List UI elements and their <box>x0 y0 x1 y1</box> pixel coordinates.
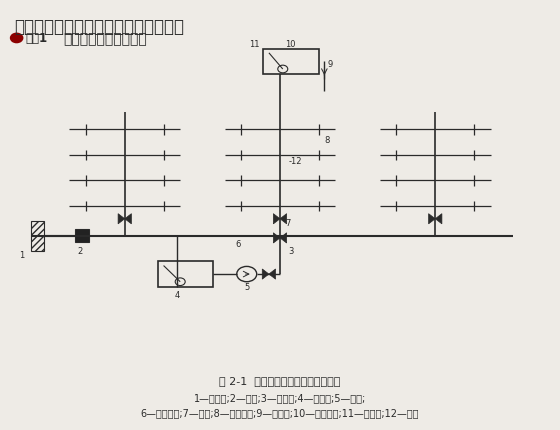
Bar <box>263 49 319 75</box>
Circle shape <box>11 34 23 43</box>
Text: 1—引入管;2—水表;3—灌水阀;4—储水池;5—水泵;: 1—引入管;2—水表;3—灌水阀;4—储水池;5—水泵; <box>194 393 366 402</box>
Text: 一、建筑内部给水系统组成及给水方式: 一、建筑内部给水系统组成及给水方式 <box>14 18 184 36</box>
Polygon shape <box>273 233 280 243</box>
Text: -12: -12 <box>288 157 302 166</box>
Polygon shape <box>280 233 287 243</box>
Polygon shape <box>269 269 276 280</box>
Text: 1: 1 <box>20 250 25 259</box>
Polygon shape <box>273 214 280 224</box>
Text: 9: 9 <box>327 59 333 68</box>
Text: 5: 5 <box>244 283 249 291</box>
Text: 4: 4 <box>175 291 180 300</box>
Text: 3: 3 <box>288 246 293 255</box>
Polygon shape <box>435 214 442 224</box>
Text: 图解1: 图解1 <box>25 32 47 45</box>
Text: 6—水平干管;7—阀门;8—配水龙头;9—止回阀;10—屋顶水箱;11—浮球阀;12—立管: 6—水平干管;7—阀门;8—配水龙头;9—止回阀;10—屋顶水箱;11—浮球阀;… <box>141 407 419 418</box>
Bar <box>158 262 213 287</box>
Text: 6: 6 <box>236 240 241 249</box>
Polygon shape <box>125 214 132 224</box>
Text: 建筑内部给水系统组成: 建筑内部给水系统组成 <box>64 32 147 46</box>
Text: 图 2-1  建筑内部给水系统组成示意图: 图 2-1 建筑内部给水系统组成示意图 <box>220 375 340 386</box>
Polygon shape <box>262 269 269 280</box>
Polygon shape <box>428 214 435 224</box>
Text: 7: 7 <box>286 218 291 227</box>
Bar <box>75 230 88 243</box>
Text: 11: 11 <box>250 40 260 49</box>
Polygon shape <box>118 214 125 224</box>
Text: 2: 2 <box>78 246 83 255</box>
Text: 8: 8 <box>324 136 330 145</box>
Polygon shape <box>280 214 287 224</box>
Bar <box>30 221 44 251</box>
Text: 10: 10 <box>286 40 296 49</box>
